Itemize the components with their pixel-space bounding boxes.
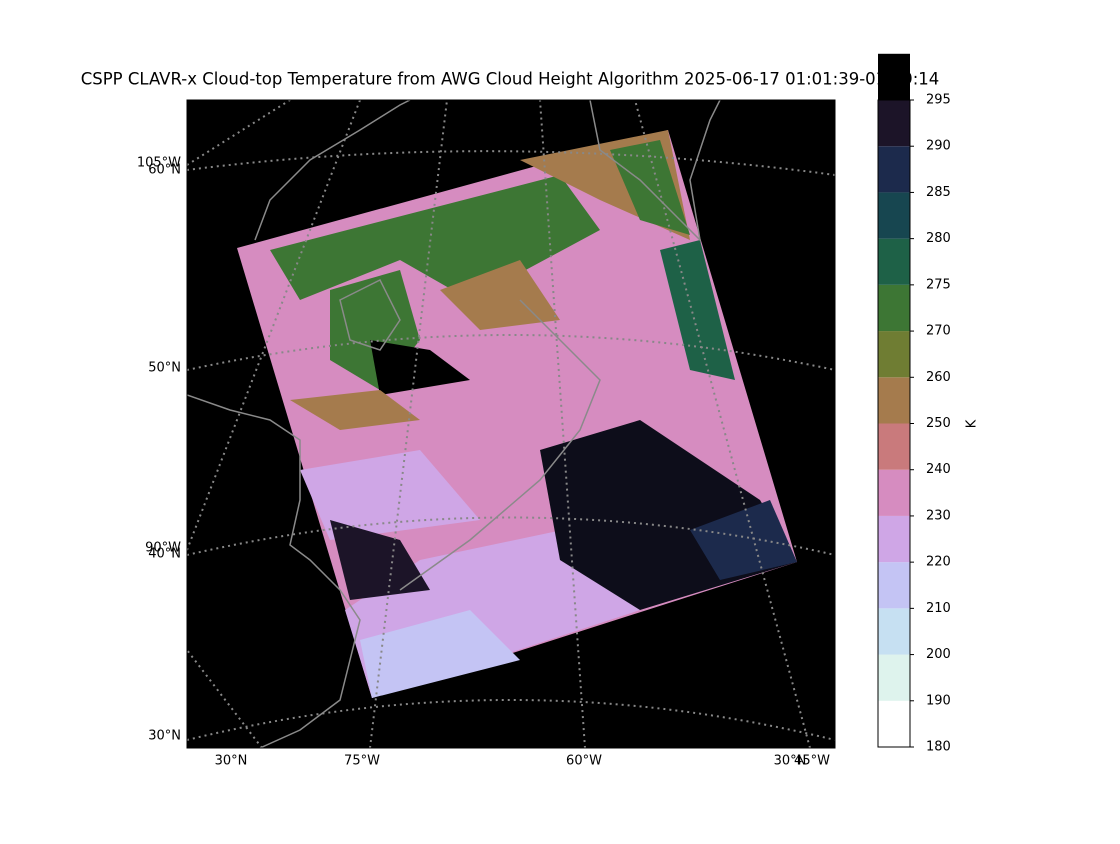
meridian (187, 100, 361, 551)
map (187, 100, 835, 748)
cloud-region (290, 390, 420, 430)
colorbar-segment (878, 192, 910, 239)
map-frame (186, 99, 836, 749)
coastline (589, 100, 721, 243)
colorbar-tick-label: 285 (926, 185, 951, 200)
cloud-region (440, 260, 560, 330)
colorbar-segment (878, 608, 910, 655)
colorbar-tick-label: 230 (926, 508, 951, 523)
cloud-region (360, 610, 520, 698)
colorbar-segment (878, 562, 910, 609)
colorbar-tick-label: 290 (926, 139, 951, 154)
colorbar-segment (878, 515, 910, 563)
cloud-region (370, 340, 470, 395)
cloud-region (660, 240, 735, 380)
colorbar-segment (878, 377, 910, 424)
colorbar-tick-label: 295 (926, 93, 951, 108)
lon-label: 60°W (566, 754, 602, 769)
colorbar-tick-label: 240 (926, 462, 951, 477)
lat-label: 30°N (148, 729, 181, 744)
title: CSPP CLAVR-x Cloud-top Temperature from … (81, 70, 940, 89)
lon-label: 75°W (344, 754, 380, 769)
colorbar-segment (878, 423, 910, 470)
colorbar-tick-label: 220 (926, 555, 951, 570)
meridian (187, 100, 291, 166)
colorbar-tick-label: 190 (926, 693, 951, 708)
cloud-region (610, 140, 690, 235)
colorbar-segment (878, 146, 910, 193)
parallel (187, 150, 835, 176)
lon-label: 45°W (794, 754, 830, 769)
cloud-region (330, 520, 430, 600)
coastline (187, 394, 361, 748)
colorbar-tick-label: 280 (926, 231, 951, 246)
colorbar-segment (878, 100, 910, 147)
parallel (187, 334, 835, 371)
lat-label: 60°N (148, 163, 181, 178)
colorbar: 180 190 200 210 220 230 240 250 260 270 275 280 285 2… (877, 53, 951, 755)
colorbar-tick-label: 260 (926, 370, 951, 385)
coastline (399, 299, 601, 591)
meridian (539, 100, 586, 748)
colorbar-tick-label: 275 (926, 277, 951, 292)
lat-label: 30°N (215, 754, 248, 769)
coastline (339, 278, 401, 351)
lat-label: 40°N (148, 547, 181, 562)
colorbar-tick-label: 210 (926, 601, 951, 616)
cloud-region (300, 450, 480, 540)
lon-label: 105°W (137, 156, 181, 171)
colorbar-segment (878, 284, 910, 332)
meridian (634, 100, 811, 748)
colorbar-tick-label: 180 (926, 740, 951, 755)
colorbar-segment (878, 238, 910, 285)
colorbar-segment (878, 654, 910, 701)
colorbar-segment (878, 331, 910, 378)
lon-label: 90°W (145, 541, 181, 556)
colorbar-tick-label: 250 (926, 416, 951, 431)
colorbar-segment (878, 53, 910, 100)
coastline (254, 100, 411, 241)
lat-label: 30°N (774, 754, 807, 769)
colorbar-tick-label: 200 (926, 647, 951, 662)
meridian (187, 649, 263, 748)
colorbar-segment (878, 469, 910, 516)
colorbar-segment (878, 700, 910, 747)
colorbar-label: K (965, 419, 980, 428)
colorbar-tick-label: 270 (926, 324, 951, 339)
meridian (369, 100, 448, 748)
cloud-region (690, 500, 797, 580)
lat-label: 50°N (148, 361, 181, 376)
